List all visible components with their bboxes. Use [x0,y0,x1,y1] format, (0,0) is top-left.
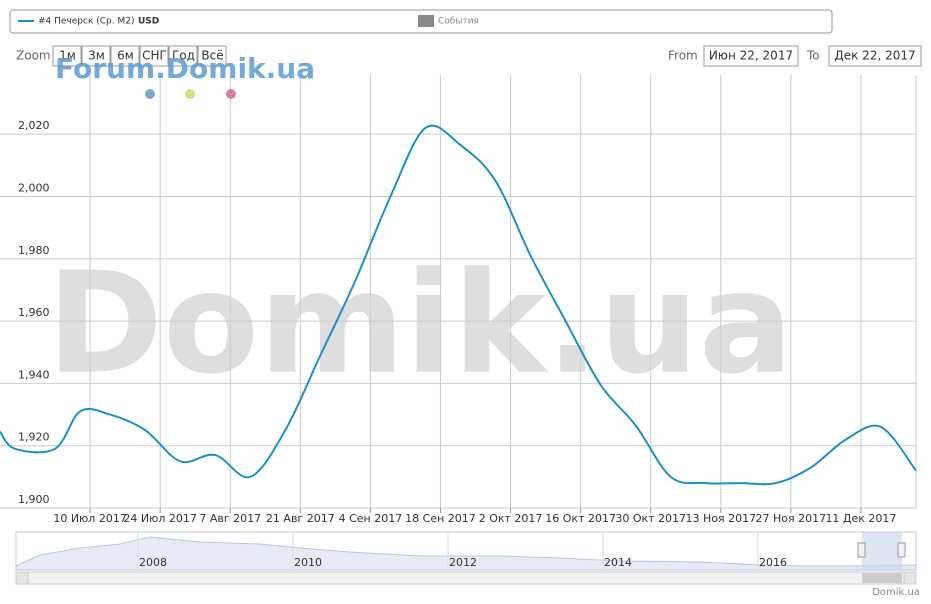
x-tick-label: 24 Июл 2017 [123,512,197,525]
navigator-year: 2012 [449,556,477,569]
navigator-year: 2008 [139,556,167,569]
zoom-button[interactable] [139,45,169,67]
zoom-button-label[interactable]: СНГ [142,49,167,63]
y-tick-label: 1,980 [18,244,50,257]
forum-watermark: Forum.Domik.ua [55,52,315,85]
legend-label[interactable]: #4 Печерск (Ср. М2) [38,17,134,27]
x-tick-label: 11 Дек 2017 [825,512,896,525]
scroll-thumb[interactable] [862,573,902,583]
to-input[interactable] [828,45,922,67]
y-tick-label: 2,020 [18,119,50,132]
y-tick-label: 1,900 [18,493,50,506]
y-tick-label: 1,920 [18,431,50,444]
x-tick-label: 10 Июл 2017 [53,512,127,525]
x-tick-label: 16 Окт 2017 [545,512,616,525]
zoom-button[interactable] [81,45,111,67]
dot [185,89,195,99]
zoom-button-label[interactable]: 6м [117,49,134,63]
x-tick-label: 4 Сен 2017 [339,512,403,525]
navigator-year: 2010 [294,556,322,569]
events-label[interactable]: События [438,17,479,27]
to-value[interactable]: Дек 22, 2017 [834,49,915,63]
zoom-label: Zoom [16,49,51,63]
dot [226,89,236,99]
legend-unit: USD [138,17,159,27]
navigator-handle[interactable] [857,542,866,558]
events-swatch [418,15,434,27]
watermark: Domik.ua [47,243,794,406]
x-tick-label: 21 Авг 2017 [266,512,335,525]
zoom-button-label[interactable]: 1м [59,49,76,63]
y-tick-label: 1,940 [18,368,50,381]
navigator-year: 2014 [604,556,632,569]
from-input[interactable] [703,45,799,67]
navigator-year: 2016 [759,556,787,569]
scroll-right[interactable] [903,571,917,585]
zoom-button[interactable] [110,45,140,67]
navigator-handle[interactable] [897,542,906,558]
scroll-left[interactable] [15,571,29,585]
to-label: To [806,49,820,63]
x-tick-label: 7 Авг 2017 [199,512,261,525]
x-tick-label: 2 Окт 2017 [479,512,543,525]
zoom-button[interactable] [168,45,198,67]
zoom-button[interactable] [52,45,82,67]
x-tick-label: 13 Ноя 2017 [685,512,756,525]
zoom-button-label[interactable]: Год [172,49,195,63]
y-tick-label: 1,960 [18,306,50,319]
from-label: From [668,49,698,63]
x-tick-label: 30 Окт 2017 [615,512,686,525]
zoom-button-label[interactable]: Всё [201,49,223,63]
dot [145,89,155,99]
from-value[interactable]: Июн 22, 2017 [709,49,793,63]
series-line [0,124,917,486]
scrollbar[interactable] [15,571,917,585]
y-tick-label: 2,000 [18,181,50,194]
credit[interactable]: Domik.ua [872,587,920,598]
navigator-mask[interactable] [862,532,902,570]
zoom-button-label[interactable]: 3м [88,49,105,63]
zoom-button[interactable] [197,45,227,67]
x-tick-label: 27 Ноя 2017 [756,512,827,525]
x-tick-label: 18 Сен 2017 [405,512,476,525]
